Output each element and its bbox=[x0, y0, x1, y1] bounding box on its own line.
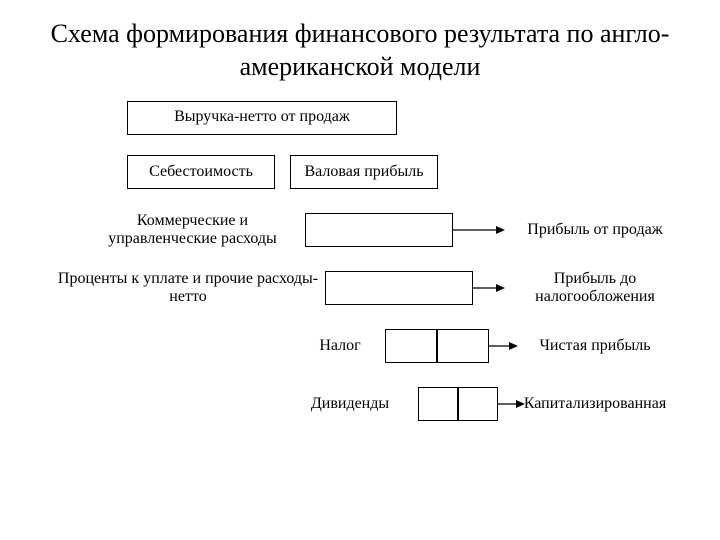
label-revenue-net: Выручка-нетто от продаж bbox=[127, 108, 397, 126]
box-capitalized bbox=[458, 387, 498, 421]
label-capitalized: Капитализированная bbox=[510, 395, 680, 413]
label-net-profit: Чистая прибыль bbox=[510, 337, 680, 355]
label-commercial-expenses: Коммерческие и управленческие расходы bbox=[95, 212, 290, 249]
label-gross-profit: Валовая прибыль bbox=[290, 163, 438, 181]
box-pretax-profit bbox=[325, 271, 473, 305]
label-cost: Себестоимость bbox=[127, 163, 275, 181]
box-dividends bbox=[418, 387, 458, 421]
label-tax: Налог bbox=[305, 337, 375, 355]
diagram-title: Схема формирования финансового результат… bbox=[0, 0, 720, 83]
box-sales-profit bbox=[305, 213, 453, 247]
label-interest-expense: Проценты к уплате и прочие расходы- нетт… bbox=[48, 270, 328, 307]
diagram-canvas: Выручка-нетто от продаж Себестоимость Ва… bbox=[0, 83, 720, 493]
label-sales-profit: Прибыль от продаж bbox=[510, 221, 680, 239]
box-net-profit bbox=[437, 329, 489, 363]
box-tax bbox=[385, 329, 437, 363]
label-dividends: Дивиденды bbox=[300, 395, 400, 413]
label-pretax-profit: Прибыль до налогообложения bbox=[510, 270, 680, 307]
